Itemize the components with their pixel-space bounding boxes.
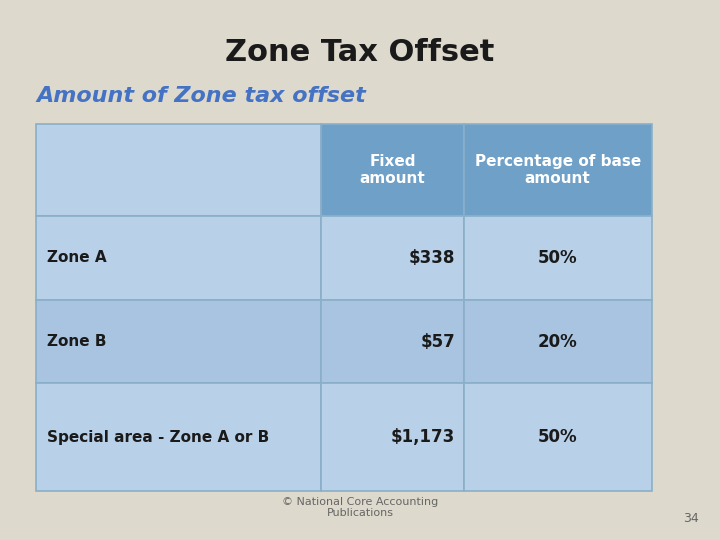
FancyBboxPatch shape [36, 300, 321, 383]
Text: © National Core Accounting
Publications: © National Core Accounting Publications [282, 497, 438, 518]
FancyBboxPatch shape [321, 300, 464, 383]
FancyBboxPatch shape [464, 124, 652, 216]
FancyBboxPatch shape [36, 216, 321, 300]
Text: Special area - Zone A or B: Special area - Zone A or B [47, 430, 269, 445]
FancyBboxPatch shape [464, 300, 652, 383]
Text: $338: $338 [409, 249, 455, 267]
FancyBboxPatch shape [464, 383, 652, 491]
Text: 34: 34 [683, 512, 698, 525]
Text: $57: $57 [420, 333, 455, 350]
FancyBboxPatch shape [36, 124, 321, 216]
FancyBboxPatch shape [321, 216, 464, 300]
Text: Amount of Zone tax offset: Amount of Zone tax offset [36, 86, 366, 106]
Text: 50%: 50% [538, 249, 577, 267]
Text: Fixed
amount: Fixed amount [359, 154, 426, 186]
FancyBboxPatch shape [36, 383, 321, 491]
FancyBboxPatch shape [464, 216, 652, 300]
Text: Zone Tax Offset: Zone Tax Offset [225, 38, 495, 67]
FancyBboxPatch shape [321, 124, 464, 216]
FancyBboxPatch shape [321, 383, 464, 491]
Text: Zone A: Zone A [47, 251, 107, 265]
Text: 20%: 20% [538, 333, 577, 350]
Text: Zone B: Zone B [47, 334, 107, 349]
Text: 50%: 50% [538, 428, 577, 447]
Text: Percentage of base
amount: Percentage of base amount [474, 154, 641, 186]
Text: $1,173: $1,173 [391, 428, 455, 447]
